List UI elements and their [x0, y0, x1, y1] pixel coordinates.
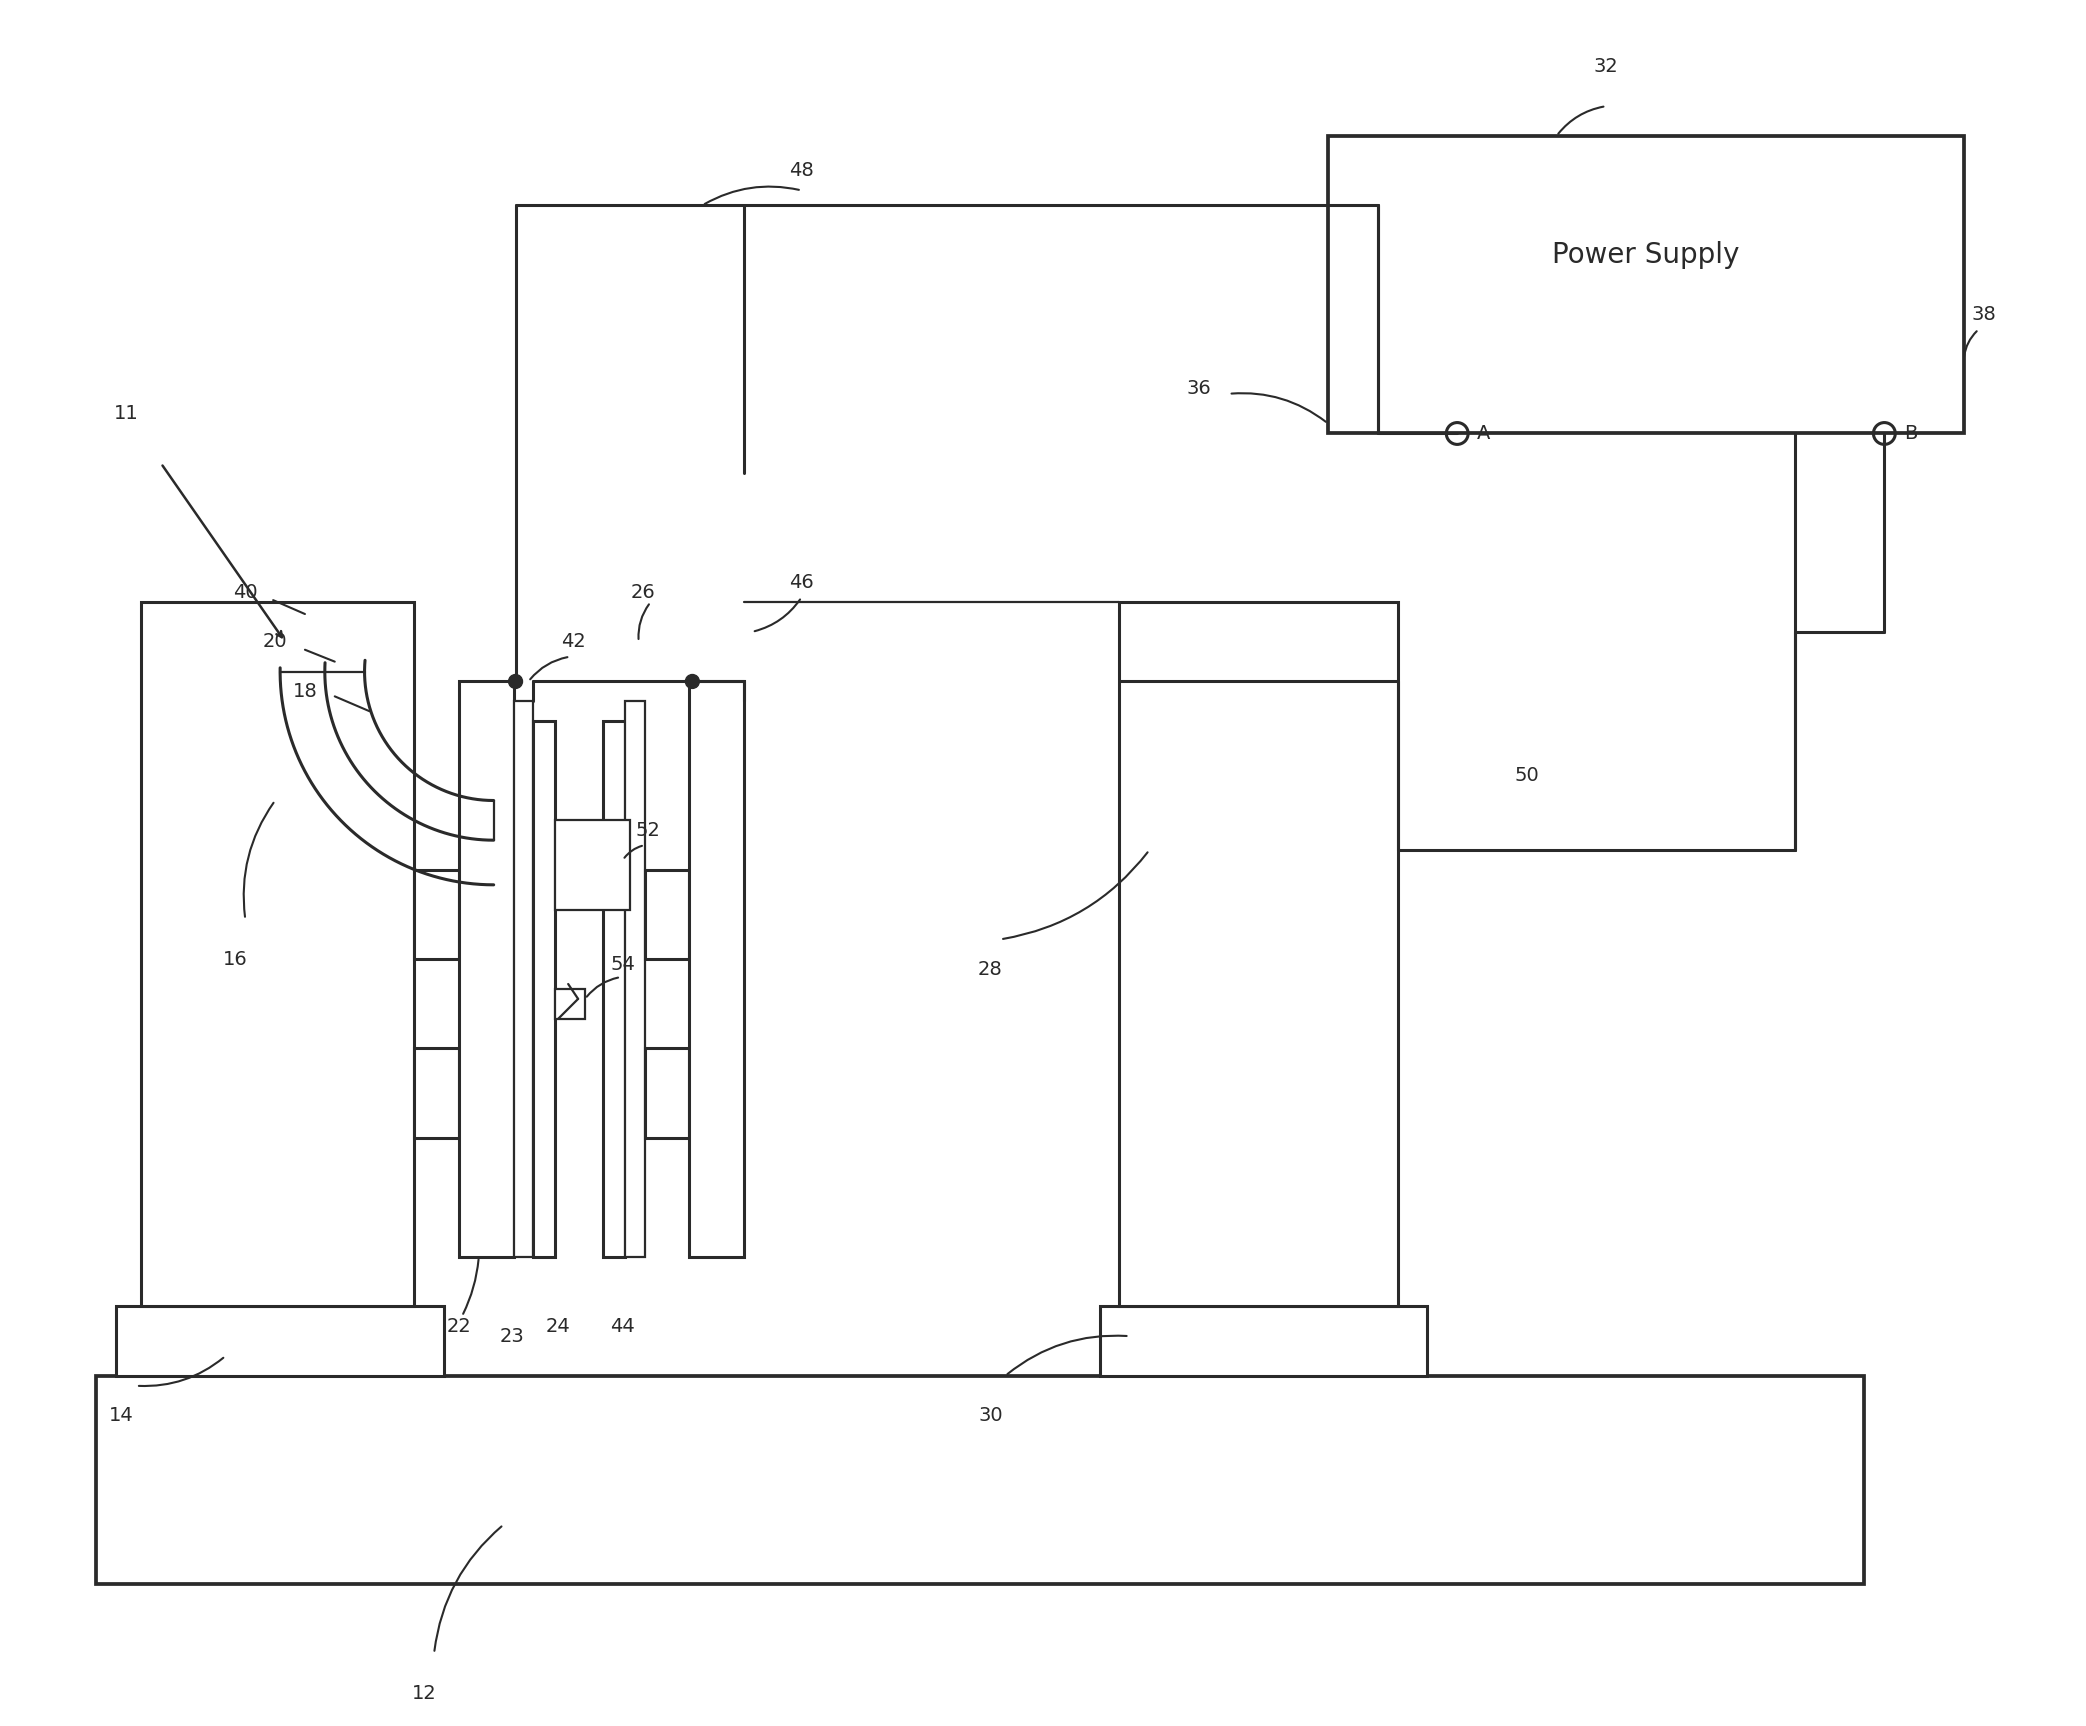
Circle shape: [509, 675, 522, 689]
Text: 20: 20: [263, 632, 288, 651]
Text: 32: 32: [1594, 57, 1619, 76]
Bar: [415, 870, 459, 960]
Text: 24: 24: [547, 1317, 572, 1336]
Bar: [555, 989, 584, 1018]
Bar: [534, 721, 555, 1257]
Bar: [513, 701, 534, 1257]
Bar: [645, 1048, 688, 1137]
Bar: [645, 870, 688, 960]
Text: 28: 28: [978, 960, 1003, 979]
Text: 40: 40: [234, 583, 259, 602]
Bar: [96, 1376, 1865, 1584]
Text: 11: 11: [115, 404, 138, 423]
Text: 46: 46: [789, 573, 814, 592]
Text: B: B: [1905, 425, 1917, 444]
Circle shape: [686, 675, 699, 689]
Text: 12: 12: [411, 1685, 436, 1704]
Bar: [603, 721, 626, 1257]
Bar: [142, 602, 415, 1307]
Text: 18: 18: [292, 682, 317, 701]
Bar: [555, 820, 630, 910]
Text: 22: 22: [446, 1317, 471, 1336]
Text: 44: 44: [611, 1317, 636, 1336]
Text: 26: 26: [630, 583, 655, 602]
Text: 36: 36: [1187, 380, 1212, 399]
Bar: [415, 1048, 459, 1137]
Text: 42: 42: [561, 632, 586, 651]
Bar: [459, 682, 513, 1257]
Bar: [626, 701, 645, 1257]
Text: Power Supply: Power Supply: [1552, 242, 1740, 269]
Text: A: A: [1477, 425, 1491, 444]
Text: 38: 38: [1971, 306, 1996, 324]
Text: 14: 14: [108, 1407, 134, 1426]
Text: 30: 30: [978, 1407, 1003, 1426]
Bar: [1329, 136, 1963, 433]
Bar: [1099, 1307, 1427, 1376]
Text: 52: 52: [636, 822, 659, 841]
Bar: [1120, 602, 1398, 1307]
Text: 23: 23: [499, 1327, 524, 1346]
Text: 48: 48: [789, 161, 814, 180]
Bar: [688, 682, 745, 1257]
Text: 16: 16: [223, 949, 248, 968]
Bar: [117, 1307, 444, 1376]
Text: 50: 50: [1514, 766, 1539, 785]
Text: 54: 54: [611, 954, 636, 973]
